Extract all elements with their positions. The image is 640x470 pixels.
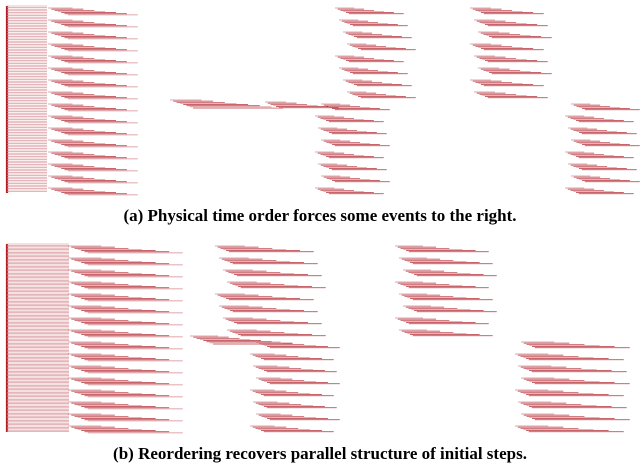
panel-a-plot xyxy=(5,5,640,196)
panel-b xyxy=(0,240,640,435)
panel-a-caption: (a) Physical time order forces some even… xyxy=(123,206,517,225)
panel-b-plot xyxy=(5,243,630,434)
panel-b-caption: (b) Reordering recovers parallel structu… xyxy=(113,444,527,463)
panel-a xyxy=(0,0,640,200)
